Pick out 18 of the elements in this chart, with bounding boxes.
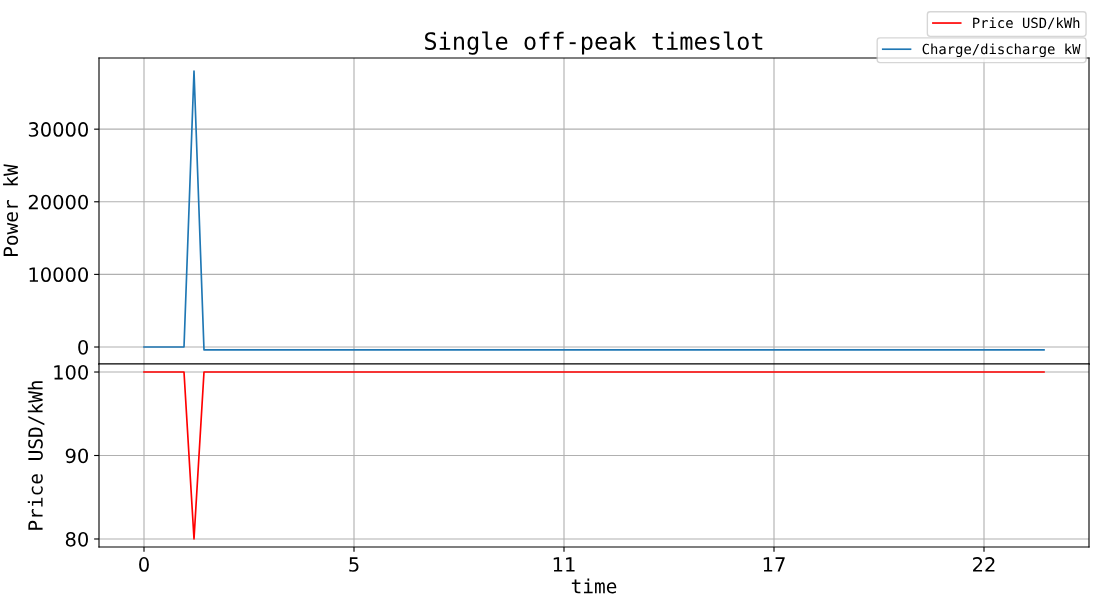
- y-tick-label: 80: [65, 531, 88, 547]
- chart-title: Single off-peak timeslot: [425, 31, 763, 55]
- x-tick-label: 0: [139, 557, 149, 572]
- x-tick-label: 17: [763, 557, 785, 572]
- legend-label: Price USD/kWh: [973, 17, 1080, 30]
- y-axis-title: Power kW: [3, 164, 19, 256]
- y-tick-label: 90: [65, 448, 88, 464]
- legend-label: Charge/discharge kW: [922, 43, 1081, 58]
- x-axis-title: time: [571, 578, 617, 594]
- x-tick-label: 22: [973, 557, 995, 572]
- x-tick-label: 11: [553, 557, 575, 572]
- x-tick-label: 5: [349, 557, 359, 572]
- y-tick-label: 10000: [29, 267, 88, 283]
- y-axis-title: Price USD/kWh: [27, 381, 45, 530]
- y-tick-label: 20000: [28, 194, 88, 210]
- y-tick-label: 30000: [28, 122, 88, 137]
- y-tick-label: 100: [54, 364, 88, 380]
- y-tick-label: 0: [78, 339, 88, 355]
